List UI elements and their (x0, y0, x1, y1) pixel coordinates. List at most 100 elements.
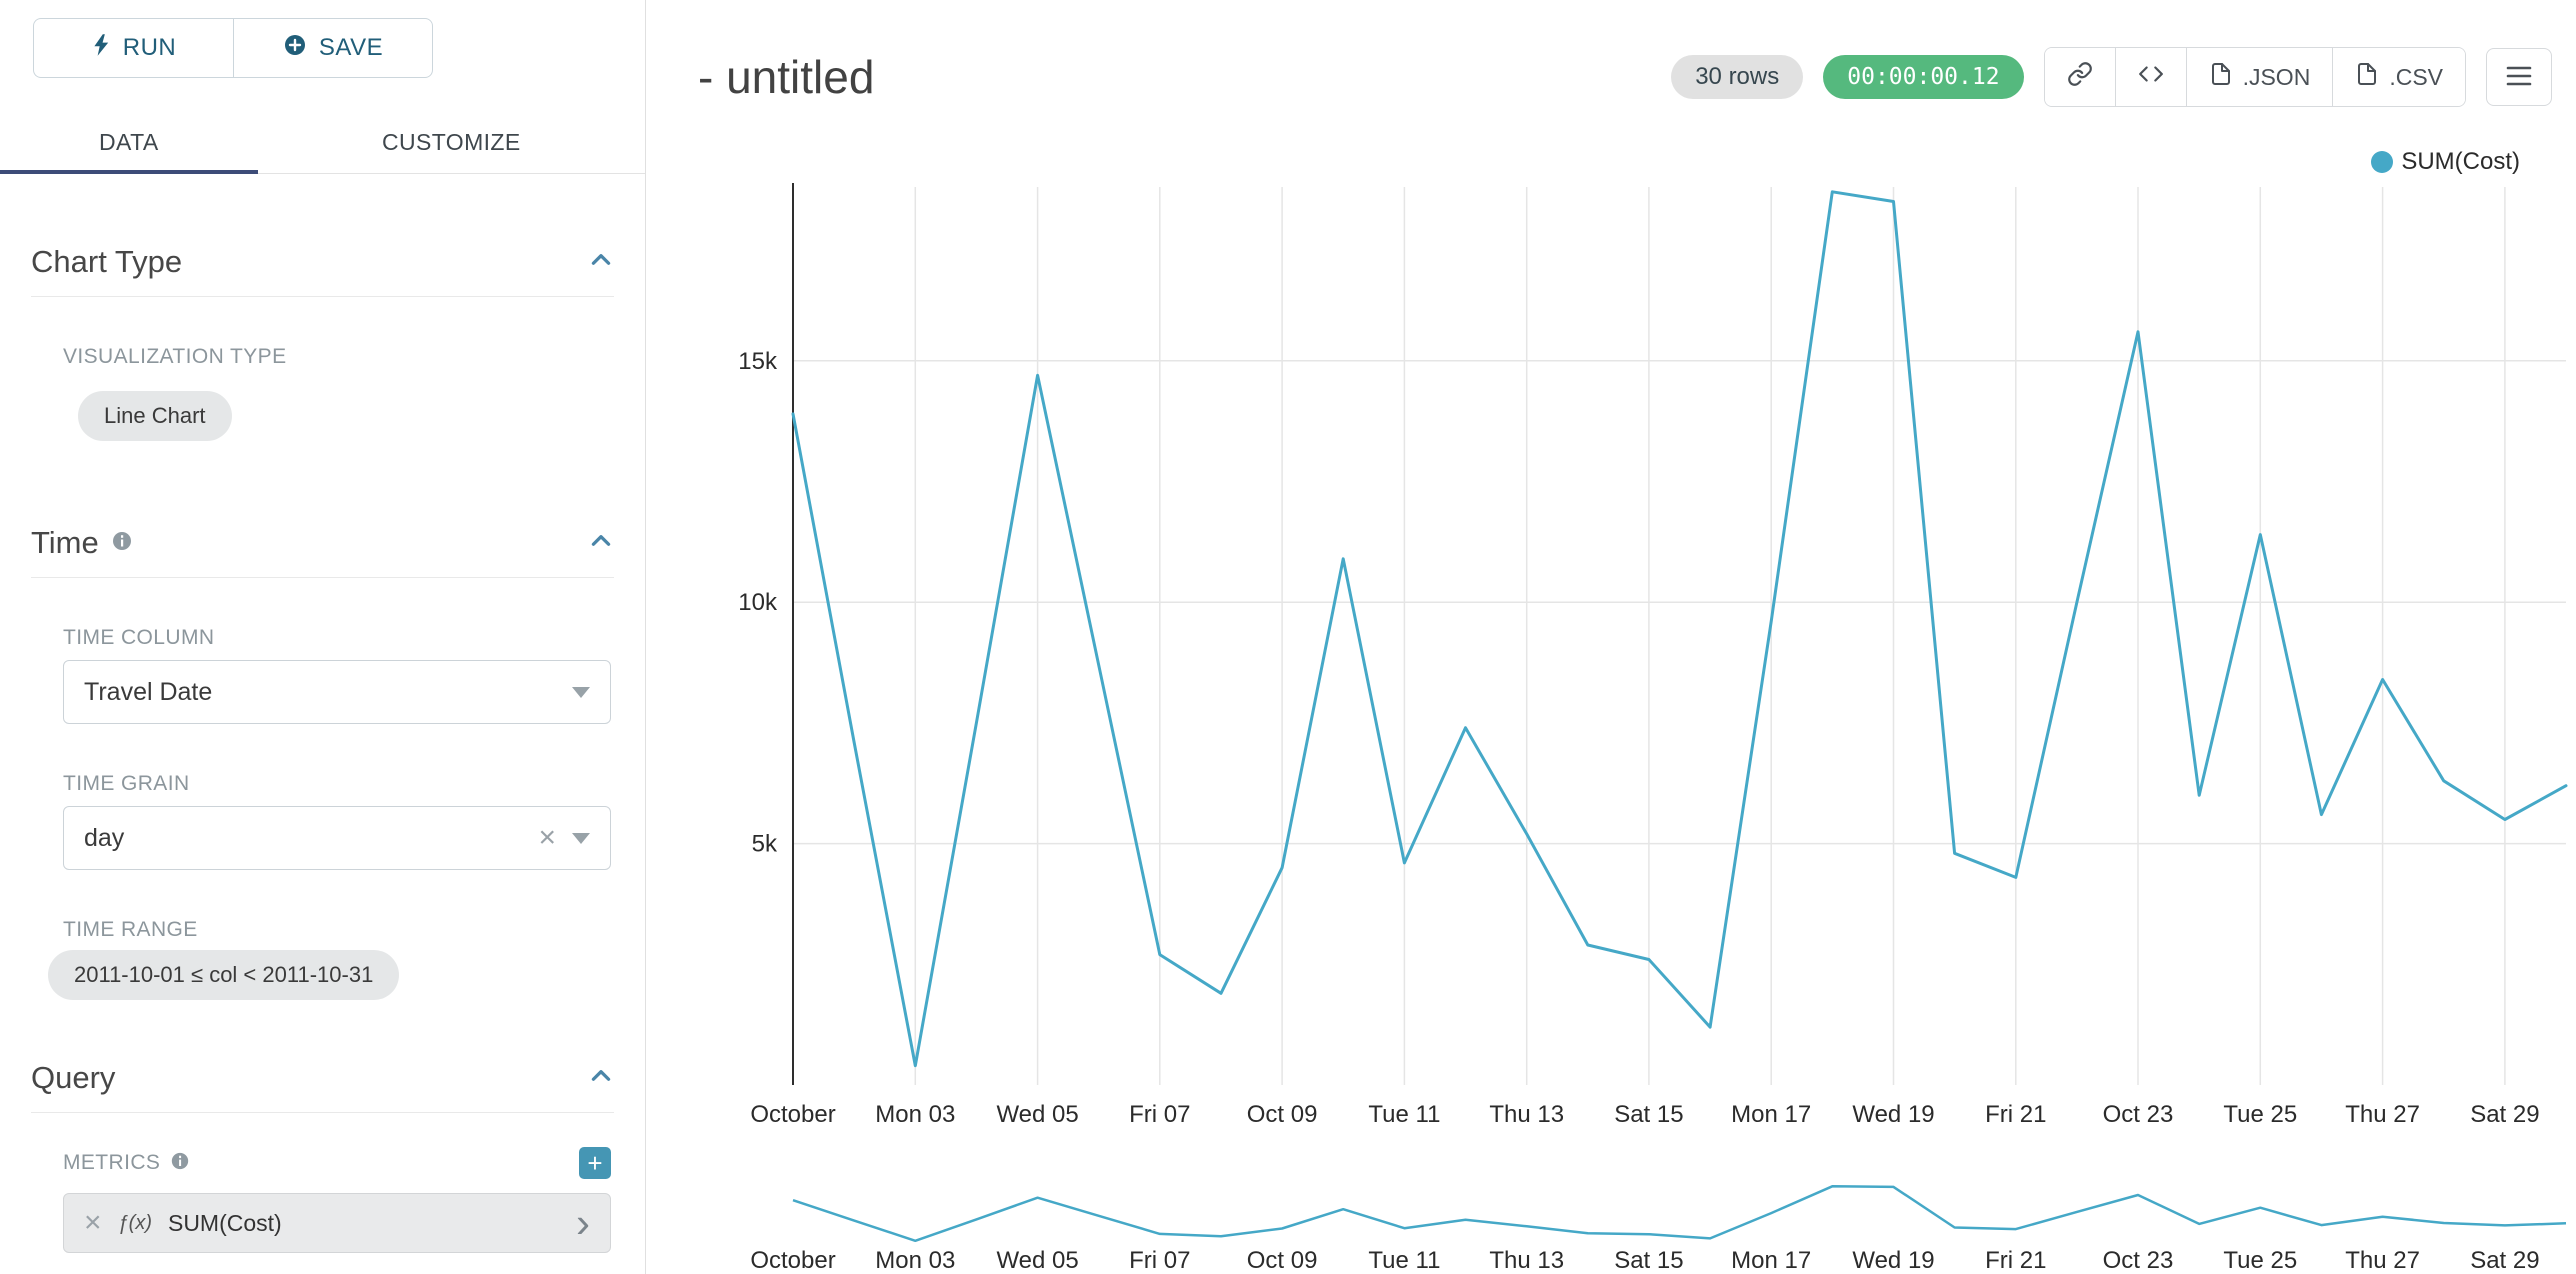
time-range-pill[interactable]: 2011-10-01 ≤ col < 2011-10-31 (48, 950, 400, 1000)
section-time-title: Time (31, 525, 99, 560)
svg-text:Tue 11: Tue 11 (1368, 1247, 1440, 1274)
file-icon (2209, 62, 2233, 92)
svg-text:Tue 25: Tue 25 (2223, 1101, 2297, 1128)
chart-panel: - untitled 30 rows 00:00:00.12 (646, 0, 2576, 1274)
svg-text:Mon 17: Mon 17 (1731, 1101, 1811, 1128)
tab-customize-label: CUSTOMIZE (381, 129, 521, 155)
time-range-label: TIME RANGE (63, 918, 198, 941)
x-icon[interactable]: × (538, 821, 556, 854)
export-button-group: .JSON .CSV (2043, 47, 2466, 107)
chevron-up-icon[interactable] (588, 247, 614, 278)
svg-text:Thu 13: Thu 13 (1489, 1247, 1564, 1274)
time-grain-value: day (84, 823, 125, 852)
svg-text:Sat 29: Sat 29 (2470, 1101, 2539, 1128)
chevron-up-icon[interactable] (588, 1063, 614, 1094)
code-icon (2138, 61, 2164, 93)
svg-text:Wed 19: Wed 19 (1852, 1247, 1934, 1274)
fx-icon: ƒ(x) (117, 1211, 152, 1234)
svg-text:October: October (750, 1101, 835, 1128)
run-button-label: RUN (122, 34, 177, 61)
time-column-value: Travel Date (84, 677, 213, 706)
info-circle-icon[interactable] (170, 1151, 190, 1176)
line-chart-canvas[interactable]: 5k 10k 15k October Mon 03 Wed 05 Fri 07 Oct 09 T… (646, 0, 2575, 1274)
time-column-label: TIME COLUMN (63, 626, 215, 649)
metrics-label: METRICS (63, 1151, 161, 1174)
viz-type-label: VISUALIZATION TYPE (63, 345, 287, 368)
metric-item[interactable]: × ƒ(x) SUM(Cost) › (63, 1193, 611, 1253)
control-panel: RUN SAVE DATA CUSTOMIZE Chart Type (0, 0, 646, 1274)
svg-text:Thu 13: Thu 13 (1489, 1101, 1564, 1128)
legend-label: SUM(Cost) (2401, 148, 2520, 175)
time-grain-select[interactable]: day × (63, 806, 611, 870)
svg-text:Fri 07: Fri 07 (1129, 1247, 1190, 1274)
save-button[interactable]: SAVE (233, 18, 433, 78)
section-time: Time TIME COLUMN Travel Date TIME GRAIN … (0, 525, 645, 1000)
chart-title[interactable]: - untitled (698, 51, 875, 103)
section-chart-type-title: Chart Type (31, 244, 183, 279)
svg-text:Sat 15: Sat 15 (1614, 1247, 1683, 1274)
add-metric-button[interactable]: + (579, 1147, 611, 1179)
svg-text:Wed 05: Wed 05 (996, 1101, 1078, 1128)
divider (31, 1112, 614, 1113)
panel-tabs: DATA CUSTOMIZE (0, 112, 645, 174)
svg-text:Mon 17: Mon 17 (1731, 1247, 1811, 1274)
query-actions: RUN SAVE (0, 0, 645, 78)
chevron-right-icon[interactable]: › (576, 1199, 590, 1247)
viz-type-pill[interactable]: Line Chart (78, 391, 232, 441)
plus-circle-icon (283, 33, 307, 64)
legend-dot (2371, 151, 2394, 173)
hamburger-icon (2506, 65, 2532, 90)
share-link-button[interactable] (2044, 48, 2115, 106)
file-icon (2355, 62, 2379, 92)
svg-text:10k: 10k (738, 589, 778, 616)
divider (31, 577, 614, 578)
chart-legend[interactable]: SUM(Cost) (2371, 148, 2520, 176)
remove-metric-icon[interactable]: × (84, 1206, 102, 1239)
metric-name: SUM(Cost) (167, 1209, 282, 1236)
divider (31, 296, 614, 297)
svg-text:Mon 03: Mon 03 (875, 1101, 955, 1128)
caret-down-icon (572, 832, 590, 844)
svg-text:Oct 23: Oct 23 (2103, 1101, 2174, 1128)
chart-header: - untitled 30 rows 00:00:00.12 (646, 0, 2576, 140)
export-csv-label: .CSV (2389, 63, 2443, 90)
chevron-up-icon[interactable] (588, 528, 614, 559)
export-json-button[interactable]: .JSON (2185, 48, 2333, 106)
tab-data-label: DATA (99, 129, 159, 155)
svg-text:Fri 21: Fri 21 (1985, 1101, 2046, 1128)
section-chart-type: Chart Type VISUALIZATION TYPE Line Chart (0, 244, 645, 441)
svg-text:Mon 03: Mon 03 (875, 1247, 955, 1274)
tab-customize[interactable]: CUSTOMIZE (258, 112, 645, 173)
main-line-chart[interactable]: 5k 10k 15k October Mon 03 Wed 05 Fri 07 Oct 09 T… (738, 183, 2568, 1128)
svg-text:Tue 25: Tue 25 (2223, 1247, 2297, 1274)
info-circle-icon[interactable] (111, 530, 133, 557)
caret-down-icon (572, 686, 590, 698)
svg-text:5k: 5k (752, 831, 778, 858)
svg-text:Oct 09: Oct 09 (1247, 1101, 1318, 1128)
mini-line-chart[interactable]: October Mon 03 Wed 05 Fri 07 Oct 09 Tue 11 Thu… (750, 1185, 2567, 1274)
section-query-title: Query (31, 1060, 116, 1095)
svg-text:October: October (750, 1247, 835, 1274)
tab-data[interactable]: DATA (0, 112, 258, 173)
export-json-label: .JSON (2242, 63, 2311, 90)
export-csv-button[interactable]: .CSV (2332, 48, 2465, 106)
view-query-button[interactable] (2114, 48, 2186, 106)
svg-text:Sat 15: Sat 15 (1614, 1101, 1683, 1128)
time-column-select[interactable]: Travel Date (63, 660, 611, 724)
svg-text:Oct 09: Oct 09 (1247, 1247, 1318, 1274)
svg-text:Sat 29: Sat 29 (2470, 1247, 2539, 1274)
active-tab-indicator (0, 170, 258, 174)
svg-text:Tue 11: Tue 11 (1368, 1101, 1440, 1128)
link-icon (2067, 61, 2093, 93)
svg-text:Wed 19: Wed 19 (1852, 1101, 1934, 1128)
section-query: Query METRICS + × ƒ(x) SUM(Cost) › (0, 1060, 645, 1274)
run-button[interactable]: RUN (33, 18, 233, 78)
lightning-bolt-icon (91, 33, 111, 64)
svg-text:Oct 23: Oct 23 (2103, 1247, 2174, 1274)
chart-menu-button[interactable] (2486, 48, 2552, 106)
svg-text:Thu 27: Thu 27 (2345, 1247, 2420, 1274)
save-button-label: SAVE (318, 34, 384, 61)
time-grain-label: TIME GRAIN (63, 772, 190, 795)
query-timer-badge: 00:00:00.12 (1823, 55, 2024, 99)
